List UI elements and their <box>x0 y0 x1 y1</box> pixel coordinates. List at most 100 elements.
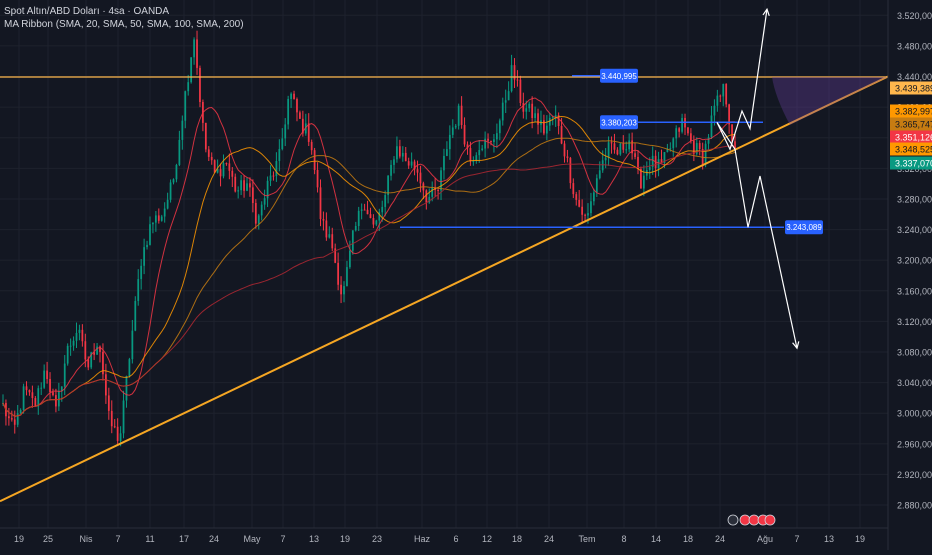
x-tick-label: Haz <box>414 534 431 544</box>
indicator-title[interactable]: MA Ribbon (SMA, 20, SMA, 50, SMA, 100, S… <box>4 19 244 30</box>
ma-50-line <box>2 115 736 417</box>
candle-body <box>125 375 128 401</box>
candle-body <box>457 105 460 126</box>
candle-body <box>84 341 87 360</box>
y-tick-label: 3.200,000 <box>897 256 932 266</box>
x-tick-label: 8 <box>621 534 626 544</box>
candle-body <box>672 138 675 149</box>
price-label-box <box>890 156 932 170</box>
candle-body <box>631 140 633 154</box>
y-tick-label: 2.920,000 <box>897 470 932 480</box>
candle-body <box>616 149 619 155</box>
candle-body <box>734 141 736 149</box>
candle-body <box>537 113 539 125</box>
candle-body <box>398 146 401 157</box>
candle-body <box>475 155 478 162</box>
candle-body <box>110 410 113 427</box>
candle-body <box>228 163 231 171</box>
candle-body <box>466 144 469 149</box>
candle-body <box>272 175 275 177</box>
candle-body <box>360 209 363 211</box>
price-label: 3.365,747 <box>895 120 932 130</box>
x-tick-label: 24 <box>209 534 219 544</box>
candle-body <box>322 219 325 221</box>
x-tick-label: Tem <box>578 534 595 544</box>
event-icon <box>739 514 751 526</box>
price-axis[interactable]: 3.520,0003.480,0003.440,0003.400,0003.36… <box>887 0 932 550</box>
candle-body <box>131 330 134 360</box>
y-tick-label: 3.120,000 <box>897 317 932 327</box>
candle-body <box>152 222 154 225</box>
candle-body <box>199 67 201 103</box>
candle-body <box>96 346 98 355</box>
level-label-box <box>600 68 638 83</box>
price-label-box <box>890 142 932 156</box>
candle-body <box>222 163 225 177</box>
candle-body <box>28 390 31 393</box>
candle-body <box>707 137 710 144</box>
candle-body <box>10 418 13 420</box>
price-label-box <box>890 130 932 144</box>
candle-body <box>193 39 195 58</box>
x-tick-label: Nis <box>80 534 93 544</box>
candle-body <box>357 210 360 226</box>
price-label-box <box>890 81 932 95</box>
candle-body <box>407 161 410 166</box>
candle-body <box>60 386 63 392</box>
candle-body <box>413 161 416 170</box>
candle-body <box>393 159 395 165</box>
y-tick-label: 3.160,000 <box>897 286 932 296</box>
event-icon <box>748 514 760 526</box>
x-tick-label: 24 <box>715 534 725 544</box>
candle-body <box>213 160 216 173</box>
candle-body <box>146 244 148 248</box>
x-tick-label: 7 <box>280 534 285 544</box>
candle-body <box>187 82 190 92</box>
candle-body <box>390 164 392 176</box>
candle-body <box>572 183 575 195</box>
candle-body <box>52 392 54 396</box>
candle-body <box>19 409 22 414</box>
y-tick-label: 3.040,000 <box>897 378 932 388</box>
candle-body <box>299 112 301 119</box>
candle-body <box>495 133 498 140</box>
time-axis[interactable]: 19 25 Nis 7 11 17 24 May 7 13 19 23 Haz 6 12 18 24 Tem 8 14… <box>0 527 888 544</box>
candle-body <box>31 392 34 399</box>
y-tick-label: 3.520,000 <box>897 11 932 21</box>
candle-body <box>13 419 16 425</box>
candle-body <box>484 138 487 149</box>
candle-body <box>216 169 219 173</box>
candle-body <box>478 150 481 156</box>
candle-body <box>610 142 613 144</box>
candle-body <box>716 95 719 106</box>
candle-body <box>290 93 292 99</box>
candle-body <box>563 143 566 157</box>
candle-body <box>446 149 448 156</box>
candle-body <box>90 352 93 368</box>
candle-body <box>46 370 48 379</box>
candle-body <box>481 148 484 151</box>
candle-body <box>369 214 372 219</box>
candle-body <box>619 143 622 155</box>
candle-body <box>704 143 707 165</box>
candle-body <box>451 127 454 135</box>
symbol-title[interactable]: Spot Altın/ABD Doları · 4sa · OANDA <box>4 6 170 17</box>
candle-body <box>384 195 387 207</box>
candle-body <box>681 117 683 132</box>
candle-body <box>278 149 281 162</box>
level-label: 3.380,203 <box>601 118 637 127</box>
candle-body <box>157 215 160 221</box>
y-tick-label: 3.480,000 <box>897 41 932 51</box>
candle-body <box>116 426 119 441</box>
candle-body <box>172 179 175 183</box>
x-tick-label: 25 <box>43 534 53 544</box>
candle-body <box>607 142 610 158</box>
candle-body <box>637 156 639 170</box>
projection-down-arrow-head <box>792 341 800 350</box>
ma-ribbon <box>2 97 736 417</box>
candle-body <box>307 123 310 142</box>
candle-body <box>240 180 243 191</box>
candle-body <box>301 118 304 134</box>
